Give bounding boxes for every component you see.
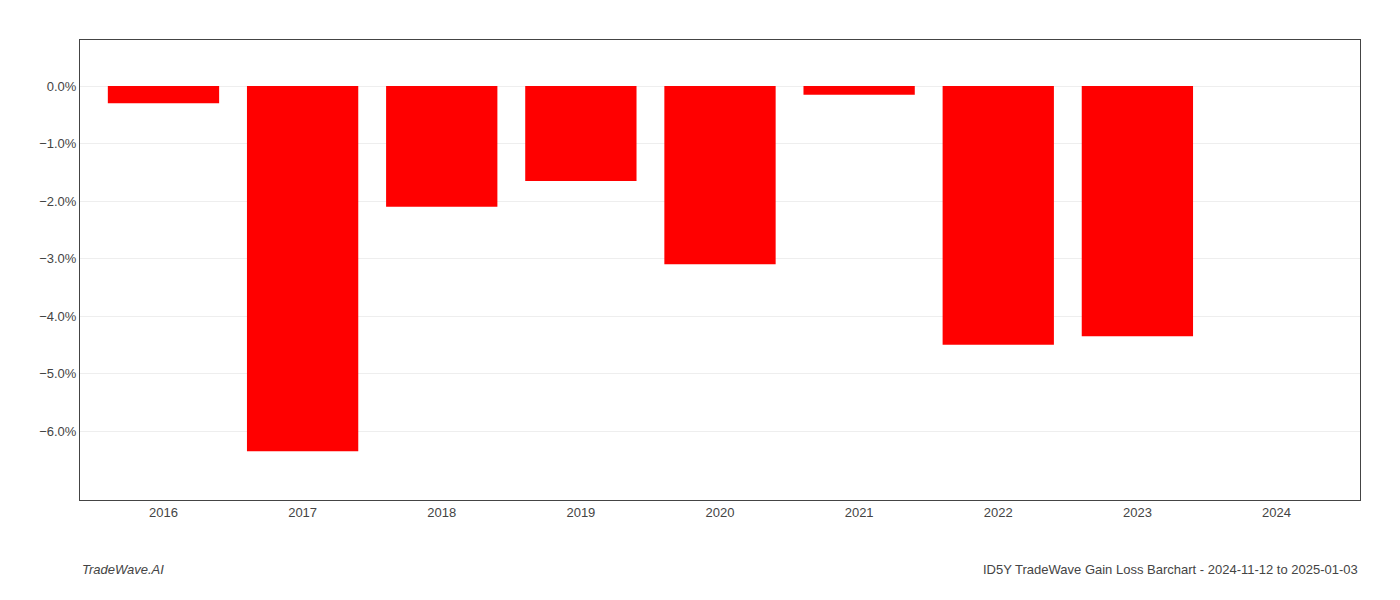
svg-text:2021: 2021 [845, 505, 874, 520]
svg-text:2017: 2017 [288, 505, 317, 520]
svg-text:0.0%: 0.0% [47, 79, 77, 94]
svg-text:2019: 2019 [566, 505, 595, 520]
svg-text:2024: 2024 [1262, 505, 1291, 520]
svg-text:2023: 2023 [1123, 505, 1152, 520]
svg-text:TradeWave.AI: TradeWave.AI [82, 562, 164, 577]
svg-text:−4.0%: −4.0% [39, 309, 77, 324]
svg-text:2016: 2016 [149, 505, 178, 520]
svg-text:−6.0%: −6.0% [39, 424, 77, 439]
svg-text:2020: 2020 [706, 505, 735, 520]
svg-text:2022: 2022 [984, 505, 1013, 520]
svg-text:−2.0%: −2.0% [39, 194, 77, 209]
svg-text:−1.0%: −1.0% [39, 136, 77, 151]
svg-text:ID5Y TradeWave Gain Loss Barch: ID5Y TradeWave Gain Loss Barchart - 2024… [983, 562, 1358, 577]
svg-text:−3.0%: −3.0% [39, 251, 77, 266]
svg-text:2018: 2018 [427, 505, 456, 520]
svg-text:−5.0%: −5.0% [39, 366, 77, 381]
